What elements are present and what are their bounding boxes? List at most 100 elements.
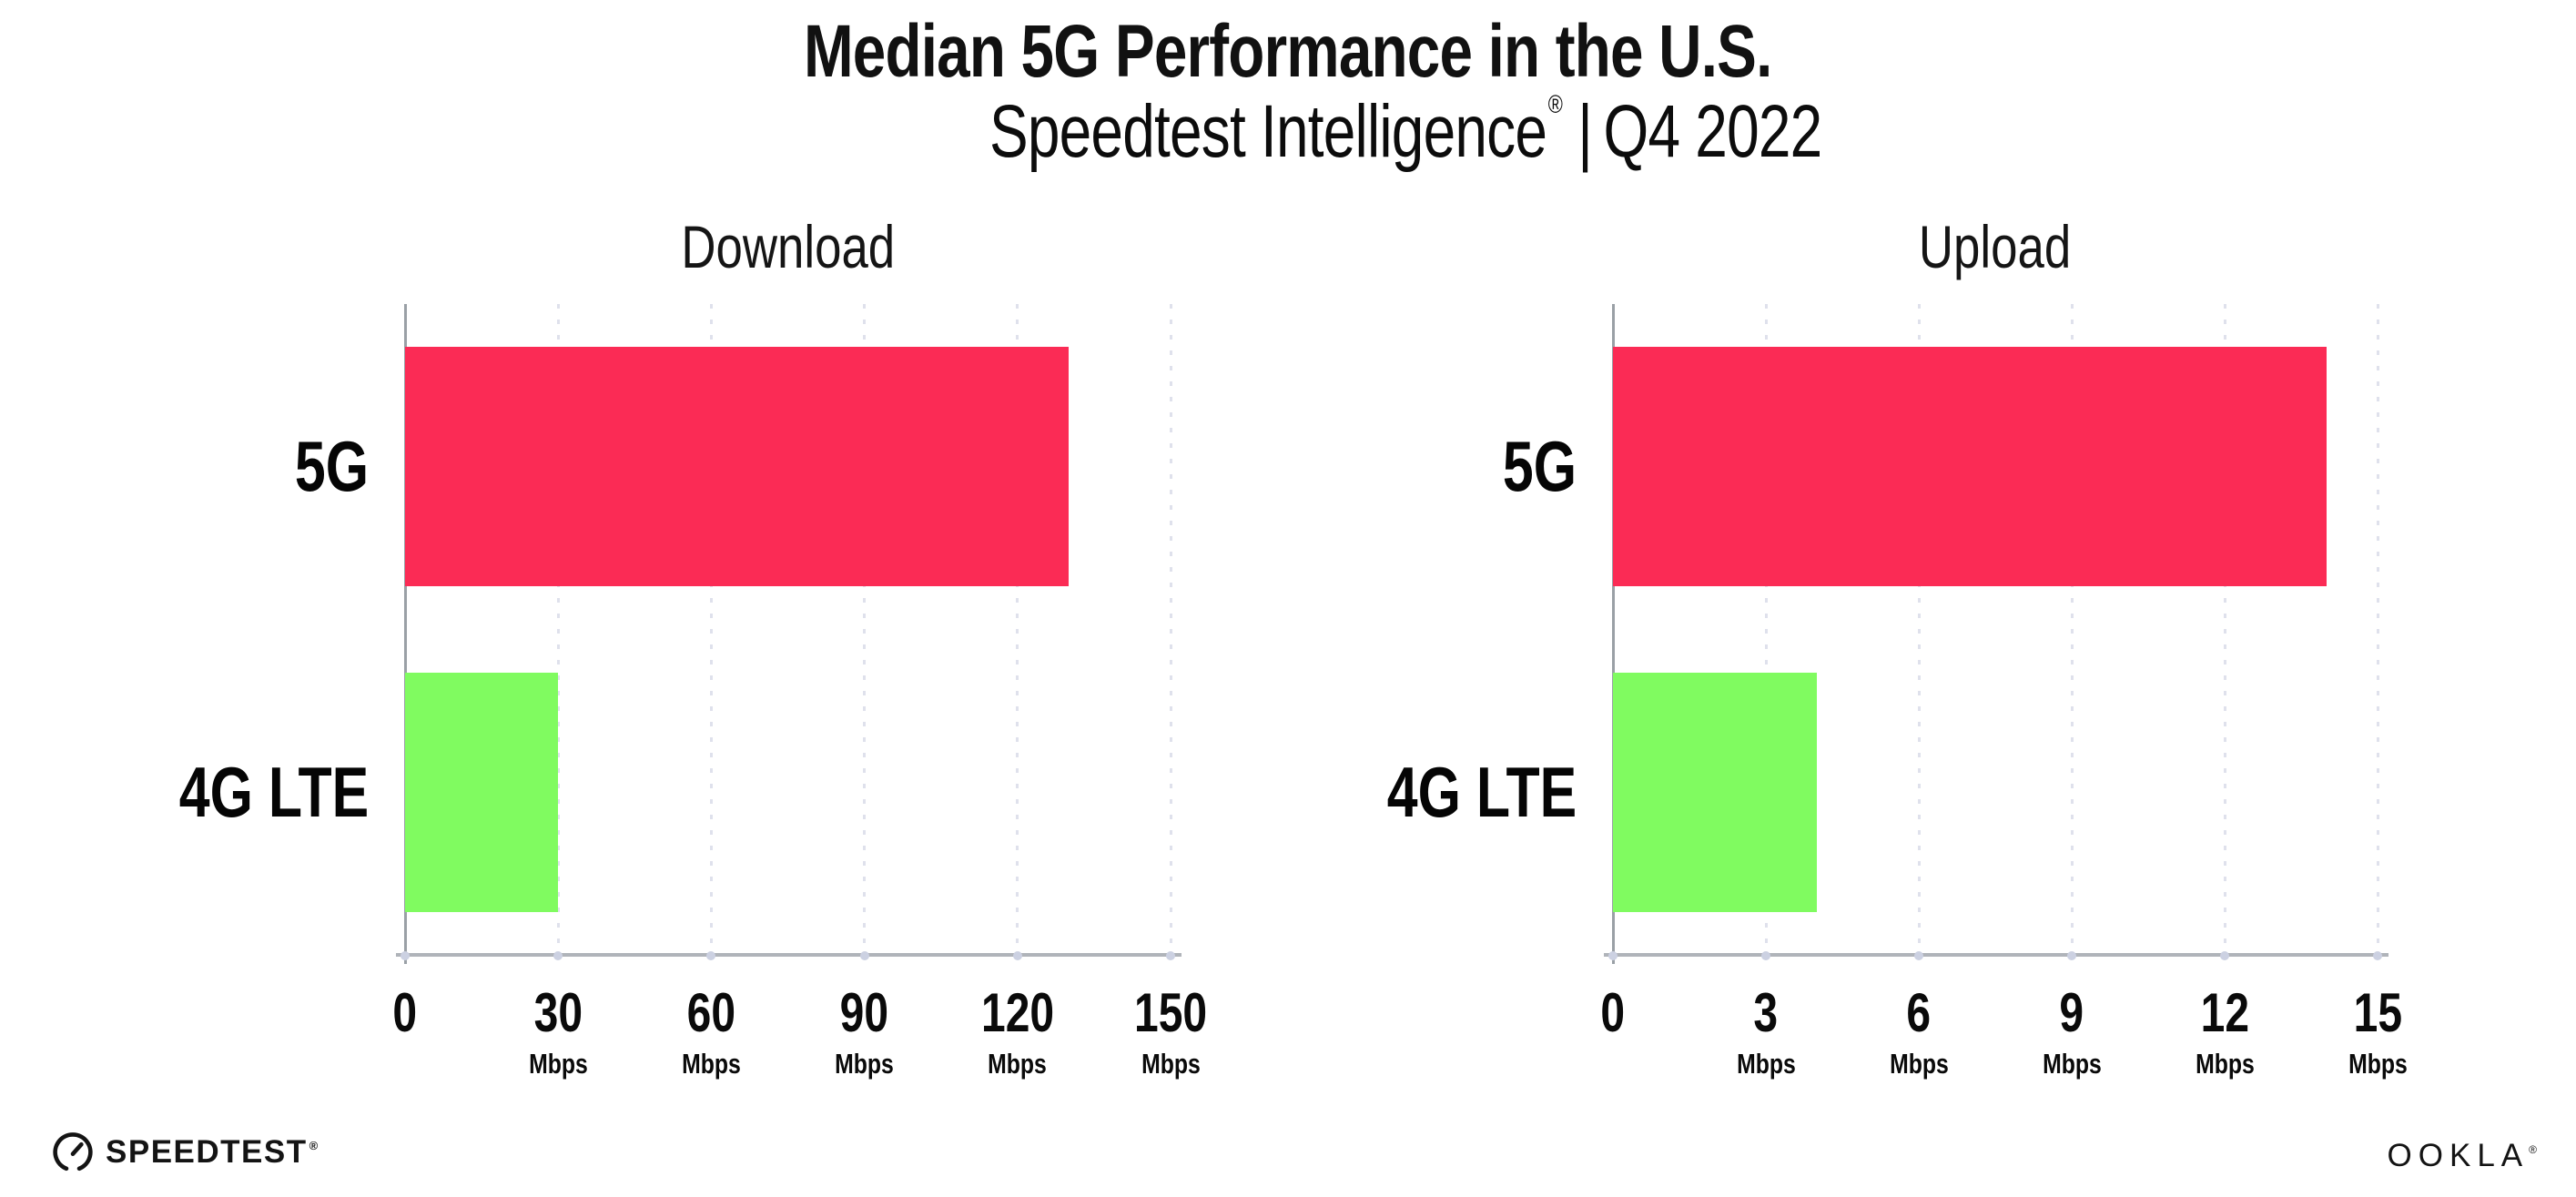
gridline bbox=[1764, 304, 1768, 955]
category-label-text: 5G bbox=[1502, 426, 1577, 507]
gridline bbox=[1169, 304, 1172, 955]
category-label-5g: 5G bbox=[1258, 304, 1577, 630]
x-tick-value-text: 120 bbox=[980, 982, 1054, 1043]
x-tick-label: 15 Mbps bbox=[2277, 986, 2478, 1079]
x-tick-value-text: 6 bbox=[1906, 982, 1932, 1043]
bar-5g bbox=[405, 347, 1069, 587]
subtitle-period: Q4 2022 bbox=[1603, 90, 1822, 173]
x-tick-value-text: 9 bbox=[2059, 982, 2084, 1043]
upload-chart: Upload 0 3 Mbps 6 Mbps 9 Mbps 12 Mbps 15 Mbps 5G 4G … bbox=[1387, 217, 2408, 1078]
x-tick-value-text: 0 bbox=[1600, 982, 1626, 1043]
page-subtitle: Speedtest Intelligence® | Q4 2022 bbox=[0, 89, 2576, 175]
x-tick-unit-text: Mbps bbox=[835, 1048, 894, 1080]
x-tick-unit: Mbps bbox=[765, 1050, 965, 1078]
gridline bbox=[1016, 304, 1019, 955]
x-tick-unit-text: Mbps bbox=[1141, 1048, 1201, 1080]
x-axis bbox=[396, 953, 1182, 957]
x-tick-label: 3 Mbps bbox=[1666, 986, 1866, 1079]
x-tick-label: 0 bbox=[305, 986, 505, 1040]
gridline bbox=[2070, 304, 2074, 955]
x-tick-value: 120 bbox=[918, 986, 1118, 1040]
x-tick-unit-text: Mbps bbox=[528, 1048, 588, 1080]
axis-tick-dot bbox=[706, 951, 716, 960]
axis-tick-dot bbox=[2220, 951, 2229, 960]
axis-tick-dot bbox=[1761, 951, 1770, 960]
page-title-text: Median 5G Performance in the U.S. bbox=[804, 10, 1772, 93]
subtitle-brand: Speedtest Intelligence bbox=[989, 90, 1547, 173]
x-tick-value: 15 bbox=[2277, 986, 2478, 1040]
axis-tick-dot bbox=[2373, 951, 2382, 960]
chart-title-upload: Upload bbox=[1613, 217, 2378, 277]
x-tick-unit-text: Mbps bbox=[1736, 1048, 1796, 1080]
ookla-logo: OOKLA® bbox=[2388, 1138, 2543, 1174]
x-tick-unit-text: Mbps bbox=[988, 1048, 1048, 1080]
category-label-text: 4G LTE bbox=[1386, 751, 1577, 832]
download-chart: Download 0 30 Mbps 60 Mbps 90 Mbps 120 Mbps 150 Mb… bbox=[179, 217, 1207, 1078]
x-tick-label: 90 Mbps bbox=[765, 986, 965, 1079]
speedtest-trademark-mark: ® bbox=[309, 1139, 319, 1152]
x-tick-value-text: 12 bbox=[2200, 982, 2249, 1043]
x-tick-label: 9 Mbps bbox=[1972, 982, 2172, 1079]
registered-trademark-mark: ® bbox=[1547, 90, 1563, 118]
category-label-text: 4G LTE bbox=[178, 751, 369, 832]
category-label-text: 5G bbox=[294, 426, 369, 507]
chart-title-text: Download bbox=[681, 213, 895, 280]
category-label-4g-lte: 4G LTE bbox=[1258, 630, 1577, 956]
axis-tick-dot bbox=[2067, 951, 2076, 960]
x-tick-value: 12 bbox=[2125, 986, 2325, 1040]
axis-tick-dot bbox=[401, 951, 410, 960]
speedtest-wordmark: SPEEDTEST ® bbox=[106, 1134, 319, 1171]
gridline bbox=[863, 304, 867, 955]
axis-tick-dot bbox=[1914, 951, 1923, 960]
page-title: Median 5G Performance in the U.S. bbox=[0, 10, 2576, 93]
axis-tick-dot bbox=[1608, 951, 1618, 960]
x-tick-label: 30 Mbps bbox=[458, 986, 658, 1080]
x-tick-unit-text: Mbps bbox=[1889, 1048, 1949, 1080]
x-tick-unit: Mbps bbox=[2125, 1050, 2325, 1078]
x-tick-value: 0 bbox=[1513, 986, 1713, 1040]
y-axis bbox=[404, 304, 407, 964]
x-axis bbox=[1604, 953, 2388, 957]
x-tick-value-text: 15 bbox=[2353, 982, 2402, 1043]
x-tick-unit: Mbps bbox=[611, 1050, 811, 1078]
x-tick-unit: Mbps bbox=[918, 1050, 1118, 1078]
x-tick-unit-text: Mbps bbox=[2195, 1048, 2255, 1080]
x-tick-unit-text: Mbps bbox=[682, 1048, 741, 1080]
gridline bbox=[2223, 304, 2226, 955]
x-tick-unit: Mbps bbox=[1972, 1050, 2172, 1078]
x-tick-unit: Mbps bbox=[1070, 1050, 1271, 1078]
subtitle-inner: Speedtest Intelligence® | Q4 2022 bbox=[989, 89, 1822, 175]
x-tick-value-text: 150 bbox=[1133, 982, 1208, 1043]
x-tick-label: 12 Mbps bbox=[2125, 986, 2325, 1079]
x-tick-label: 60 Mbps bbox=[611, 986, 811, 1079]
x-tick-value: 30 bbox=[458, 986, 658, 1040]
chart-title-text: Upload bbox=[1919, 213, 2072, 280]
x-tick-label: 120 Mbps bbox=[918, 986, 1118, 1079]
bar-4g-lte bbox=[405, 672, 559, 912]
category-label-4g-lte: 4G LTE bbox=[50, 630, 369, 956]
axis-tick-dot bbox=[553, 951, 563, 960]
x-tick-value: 60 bbox=[611, 986, 811, 1040]
bar-4g-lte bbox=[1613, 672, 1817, 912]
x-tick-value-text: 0 bbox=[392, 982, 418, 1043]
gridline bbox=[556, 304, 560, 955]
subtitle-separator: | bbox=[1577, 90, 1593, 173]
x-tick-label: 150 Mbps bbox=[1070, 986, 1271, 1079]
x-tick-unit-text: Mbps bbox=[2348, 1048, 2408, 1080]
axis-tick-dot bbox=[859, 951, 869, 960]
x-tick-value-text: 90 bbox=[839, 982, 889, 1043]
x-tick-unit: Mbps bbox=[1666, 1050, 1866, 1078]
speedtest-wordmark-text: SPEEDTEST bbox=[106, 1134, 308, 1170]
bar-5g bbox=[1613, 347, 2327, 587]
x-tick-value-text: 60 bbox=[686, 982, 736, 1043]
x-tick-unit: Mbps bbox=[2277, 1050, 2478, 1078]
speedtest-gauge-icon bbox=[53, 1132, 93, 1172]
x-tick-value-text: 30 bbox=[533, 982, 583, 1043]
axis-tick-dot bbox=[1166, 951, 1175, 960]
x-tick-value: 90 bbox=[765, 986, 965, 1040]
ookla-trademark-mark: ® bbox=[2529, 1143, 2543, 1156]
x-tick-value: 0 bbox=[305, 986, 505, 1040]
x-tick-value: 3 bbox=[1666, 986, 1866, 1040]
x-tick-value: 150 bbox=[1070, 986, 1271, 1040]
ookla-wordmark-text: OOKLA bbox=[2387, 1138, 2530, 1173]
